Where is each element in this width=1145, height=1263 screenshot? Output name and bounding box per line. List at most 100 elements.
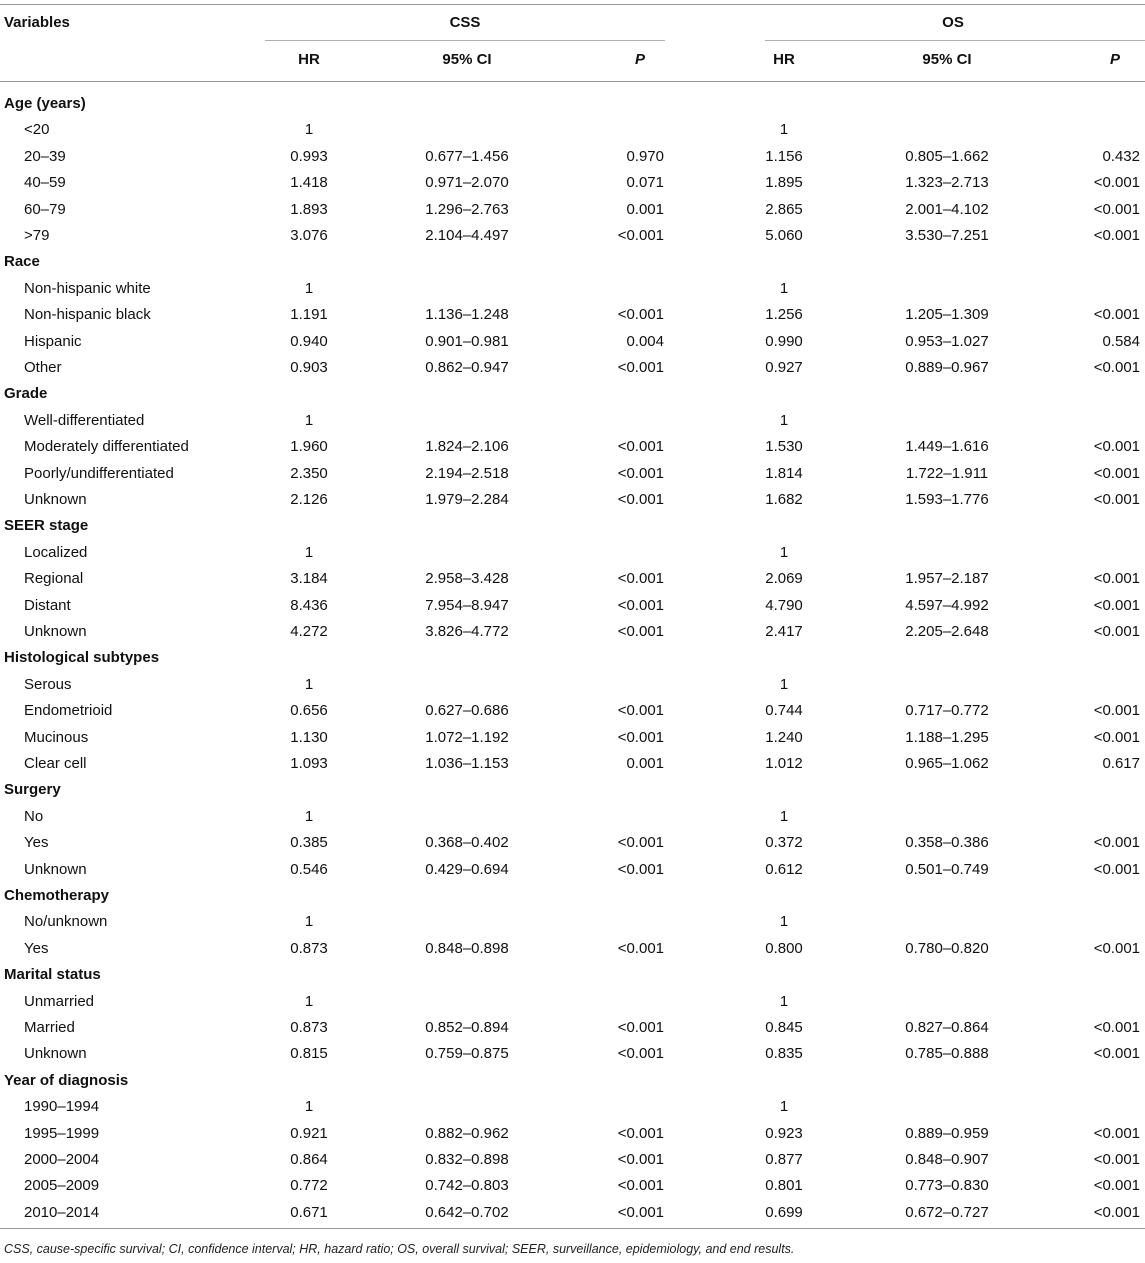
os-p-cell: <0.001	[1093, 200, 1140, 218]
variable-label: No/unknown	[24, 913, 108, 931]
os-ci-cell: 0.785–0.888	[905, 1045, 989, 1063]
table-top-rule	[0, 4, 1145, 5]
os-span-rule	[765, 40, 1145, 41]
css-ci-cell: 1.979–2.284	[425, 491, 509, 508]
css-hr-cell: 0.671	[290, 1203, 328, 1221]
os-p-cell: <0.001	[1093, 702, 1140, 720]
css-p-cell: <0.001	[617, 728, 664, 746]
os-p-cell: <0.001	[1093, 359, 1140, 376]
css-p-cell: <0.001	[617, 1177, 664, 1195]
variable-label: Moderately differentiated	[24, 438, 189, 456]
table-row: 40–59 1.418 0.971–2.070 0.071 1.895 1.323–2.7…	[0, 170, 1145, 196]
variable-label: >79	[24, 227, 50, 244]
css-ci-cell: 1.296–2.763	[425, 200, 509, 218]
variable-label: Mucinous	[24, 728, 89, 746]
css-ci-cell: 0.882–0.962	[425, 1124, 509, 1142]
css-ci-cell: 1.136–1.248	[425, 306, 509, 324]
os-p-cell: <0.001	[1093, 1203, 1140, 1221]
os-ci-cell: 2.205–2.648	[905, 623, 989, 640]
css-hr-cell: 1.893	[290, 200, 328, 218]
os-p-cell: <0.001	[1093, 1019, 1140, 1036]
css-p-cell: 0.001	[626, 755, 664, 772]
os-hr-cell: 1.012	[765, 755, 803, 772]
css-p-cell: <0.001	[617, 491, 664, 508]
os-p-cell: <0.001	[1093, 174, 1140, 192]
css-ci-cell: 0.971–2.070	[425, 174, 509, 192]
os-hr-cell: 2.417	[765, 623, 803, 640]
css-ci-cell: 1.036–1.153	[425, 755, 509, 772]
table-row: 2010–2014 0.671 0.642–0.702 <0.001 0.699 0.67…	[0, 1200, 1145, 1226]
css-ci-cell: 0.832–0.898	[425, 1151, 509, 1168]
css-p-cell: <0.001	[617, 834, 664, 852]
variable-label: 40–59	[24, 174, 66, 192]
os-p-cell: <0.001	[1093, 623, 1140, 640]
table-row: Other 0.903 0.862–0.947 <0.001 0.927 0.889–0.…	[0, 355, 1145, 381]
css-ci-cell: 2.194–2.518	[425, 464, 509, 482]
os-ci-cell: 4.597–4.992	[905, 596, 989, 614]
table-row: >79 3.076 2.104–4.497 <0.001 5.060 3.530–7.25…	[0, 223, 1145, 249]
css-hr-cell: 0.772	[290, 1177, 328, 1195]
variable-label: Non-hispanic white	[24, 279, 151, 297]
variable-label: Non-hispanic black	[24, 306, 151, 324]
header-os-ci: 95% CI	[922, 51, 972, 68]
group-label: Surgery	[4, 781, 61, 799]
table-row: Regional 3.184 2.958–3.428 <0.001 2.069 1.957…	[0, 566, 1145, 592]
os-p-cell: <0.001	[1093, 227, 1140, 244]
css-hr-cell: 1.418	[290, 174, 328, 192]
css-span-rule	[265, 40, 665, 41]
group-label: Age (years)	[4, 95, 86, 112]
os-hr-cell: 0.800	[765, 939, 803, 957]
variable-label: Endometrioid	[24, 702, 113, 720]
os-ci-cell: 0.889–0.959	[905, 1124, 989, 1142]
variable-label: Yes	[24, 834, 49, 852]
css-p-cell: <0.001	[617, 1045, 664, 1063]
table-row: Serous 1 1	[0, 672, 1145, 698]
header-variables: Variables	[4, 14, 70, 31]
css-p-cell: <0.001	[617, 227, 664, 244]
os-hr-cell: 1	[779, 675, 789, 693]
variable-label: 2000–2004	[24, 1151, 100, 1168]
css-p-cell: 0.970	[626, 147, 664, 165]
os-p-cell: 0.584	[1102, 332, 1140, 350]
variable-label: <20	[24, 121, 50, 139]
group-label: Year of diagnosis	[4, 1071, 129, 1089]
table-group-row: Surgery	[0, 777, 1145, 803]
css-hr-cell: 2.350	[290, 464, 328, 482]
os-ci-cell: 1.323–2.713	[905, 174, 989, 192]
os-hr-cell: 1	[779, 543, 789, 561]
os-hr-cell: 0.923	[765, 1124, 803, 1142]
css-hr-cell: 0.873	[290, 1019, 328, 1036]
css-p-cell: <0.001	[617, 306, 664, 324]
table-row: Yes 0.873 0.848–0.898 <0.001 0.800 0.780–0.82…	[0, 936, 1145, 962]
table-row: 20–39 0.993 0.677–1.456 0.970 1.156 0.805–1.6…	[0, 144, 1145, 170]
os-hr-cell: 1	[779, 1098, 789, 1116]
os-ci-cell: 1.593–1.776	[905, 491, 989, 508]
table-row: Yes 0.385 0.368–0.402 <0.001 0.372 0.358–0.38…	[0, 830, 1145, 856]
variable-label: Yes	[24, 939, 49, 957]
css-ci-cell: 0.901–0.981	[425, 332, 509, 350]
os-ci-cell: 1.722–1.911	[905, 464, 989, 482]
variable-label: Regional	[24, 570, 84, 588]
css-ci-cell: 0.742–0.803	[425, 1177, 509, 1195]
header-css-p: P	[634, 51, 646, 68]
os-ci-cell: 0.827–0.864	[905, 1019, 989, 1036]
css-ci-cell: 3.826–4.772	[425, 623, 509, 640]
os-hr-cell: 2.069	[765, 570, 803, 588]
os-hr-cell: 1	[779, 913, 789, 931]
variable-label: Other	[24, 359, 62, 376]
os-p-cell: <0.001	[1093, 570, 1140, 588]
css-hr-cell: 2.126	[290, 491, 328, 508]
css-hr-cell: 4.272	[290, 623, 328, 640]
table-row: No 1 1	[0, 804, 1145, 830]
os-hr-cell: 1	[779, 992, 789, 1010]
variable-label: 20–39	[24, 147, 66, 165]
css-p-cell: <0.001	[617, 860, 664, 878]
os-p-cell: <0.001	[1093, 1151, 1140, 1168]
os-p-cell: <0.001	[1093, 596, 1140, 614]
os-ci-cell: 0.953–1.027	[905, 332, 989, 350]
css-p-cell: <0.001	[617, 702, 664, 720]
os-p-cell: 0.432	[1102, 147, 1140, 165]
css-p-cell: <0.001	[617, 359, 664, 376]
variable-label: 2010–2014	[24, 1203, 100, 1221]
